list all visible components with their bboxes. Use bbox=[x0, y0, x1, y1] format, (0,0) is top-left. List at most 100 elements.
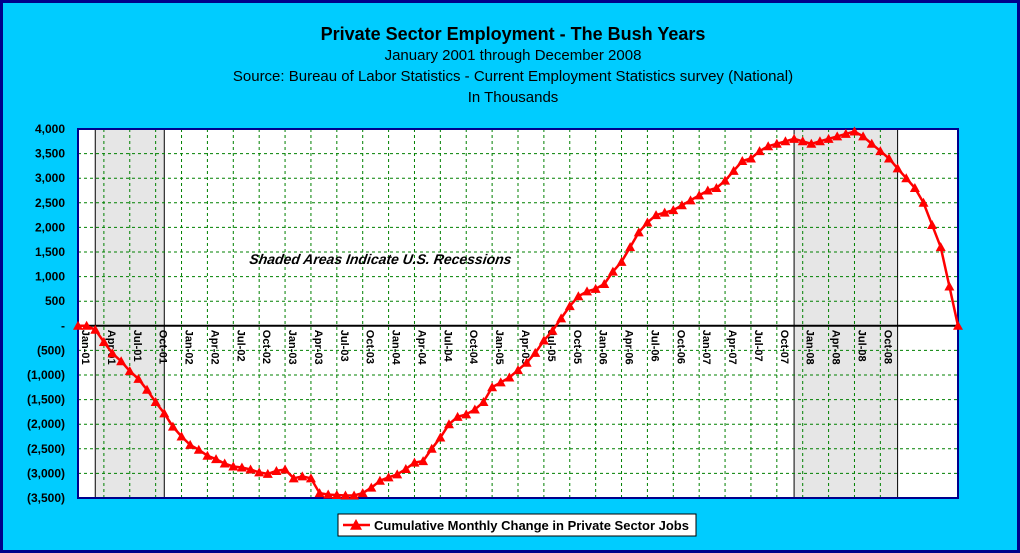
data-point bbox=[935, 242, 946, 252]
data-point bbox=[392, 469, 403, 479]
plot-border bbox=[77, 128, 959, 499]
data-point bbox=[504, 372, 515, 382]
x-tick-label: Oct-01 bbox=[157, 330, 169, 364]
data-point bbox=[271, 465, 282, 475]
data-point bbox=[167, 421, 178, 431]
y-tick-label: - bbox=[61, 319, 65, 333]
recession-shading bbox=[794, 129, 898, 498]
recession-note: Shaded Areas Indicate U.S. Recessions bbox=[248, 251, 512, 267]
x-tick-label: Jan-07 bbox=[700, 330, 712, 365]
y-tick-label: (1,000) bbox=[27, 368, 65, 382]
data-point bbox=[331, 490, 342, 500]
y-tick-label: (2,000) bbox=[27, 417, 65, 431]
y-tick-label: 1,000 bbox=[35, 270, 65, 284]
y-tick-label: 1,500 bbox=[35, 245, 65, 259]
data-point bbox=[366, 482, 377, 492]
x-tick-label: Jul-04 bbox=[441, 330, 453, 363]
data-point bbox=[245, 464, 256, 474]
data-point bbox=[254, 467, 265, 477]
data-point bbox=[297, 471, 308, 481]
data-point bbox=[185, 439, 196, 449]
y-tick-label: (500) bbox=[37, 343, 65, 357]
data-point bbox=[599, 278, 610, 288]
y-tick-label: 2,500 bbox=[35, 196, 65, 210]
data-point bbox=[478, 397, 489, 407]
data-point bbox=[875, 146, 886, 156]
x-tick-label: Apr-04 bbox=[415, 330, 427, 366]
chart-title: Private Sector Employment - The Bush Yea… bbox=[320, 24, 706, 44]
x-tick-label: Jan-03 bbox=[286, 330, 298, 365]
data-point bbox=[530, 347, 541, 357]
data-point bbox=[409, 457, 420, 467]
x-tick-label: Apr-07 bbox=[726, 330, 738, 365]
data-point bbox=[771, 138, 782, 148]
data-point bbox=[400, 463, 411, 473]
chart-subtitle-dates: January 2001 through December 2008 bbox=[384, 47, 642, 64]
data-point bbox=[944, 281, 955, 291]
data-point bbox=[81, 320, 92, 330]
data-point bbox=[676, 200, 687, 210]
data-point bbox=[883, 153, 894, 163]
data-point bbox=[374, 475, 385, 485]
data-point bbox=[668, 205, 679, 215]
data-point bbox=[443, 419, 454, 429]
data-point bbox=[340, 490, 351, 500]
x-tick-label: Oct-04 bbox=[467, 330, 479, 365]
data-point bbox=[452, 411, 463, 421]
x-tick-label: Oct-08 bbox=[881, 330, 893, 364]
data-point bbox=[892, 163, 903, 173]
x-tick-label: Jan-02 bbox=[183, 330, 195, 365]
data-point bbox=[745, 153, 756, 163]
y-tick-label: 2,000 bbox=[35, 220, 65, 234]
data-point bbox=[737, 155, 748, 165]
data-point bbox=[150, 397, 161, 407]
x-tick-label: Apr-02 bbox=[208, 330, 220, 365]
x-tick-label: Jan-05 bbox=[493, 330, 505, 365]
x-tick-label: Jan-08 bbox=[804, 330, 816, 365]
data-point bbox=[73, 320, 83, 330]
data-point bbox=[124, 366, 135, 376]
data-point bbox=[651, 210, 662, 220]
data-point bbox=[909, 183, 920, 193]
data-point bbox=[858, 131, 869, 141]
data-point bbox=[495, 377, 506, 387]
data-point bbox=[211, 454, 222, 464]
x-tick-label: Jul-02 bbox=[234, 330, 246, 362]
data-point bbox=[754, 146, 765, 156]
x-tick-label: Apr-08 bbox=[830, 330, 842, 365]
data-point bbox=[797, 136, 808, 146]
chart-subtitle-source: Source: Bureau of Labor Statistics - Cur… bbox=[232, 68, 794, 85]
y-tick-label: (3,500) bbox=[27, 491, 65, 505]
data-point bbox=[159, 408, 170, 418]
data-point bbox=[564, 301, 575, 311]
data-point bbox=[823, 133, 834, 143]
x-tick-label: Oct-07 bbox=[778, 330, 790, 364]
x-tick-label: Jul-08 bbox=[855, 330, 867, 362]
data-point bbox=[763, 141, 774, 151]
data-point bbox=[918, 197, 929, 207]
data-point bbox=[659, 207, 670, 217]
data-point bbox=[521, 357, 532, 367]
y-tick-label: 4,000 bbox=[35, 122, 65, 136]
data-point bbox=[840, 128, 851, 138]
data-point bbox=[357, 488, 368, 498]
data-point bbox=[927, 219, 938, 229]
data-point bbox=[262, 468, 273, 478]
x-tick-label: Jul-03 bbox=[338, 330, 350, 362]
y-tick-label: 3,500 bbox=[35, 147, 65, 161]
data-point bbox=[314, 488, 325, 498]
data-point bbox=[728, 165, 739, 175]
data-point bbox=[607, 266, 618, 276]
x-tick-label: Oct-05 bbox=[571, 330, 583, 364]
data-point bbox=[901, 173, 912, 183]
data-point bbox=[590, 283, 601, 293]
y-tick-label: (2,500) bbox=[27, 442, 65, 456]
data-point bbox=[90, 324, 101, 334]
data-point bbox=[573, 291, 584, 301]
data-point bbox=[953, 320, 963, 330]
data-point bbox=[142, 384, 153, 394]
x-tick-label: Oct-06 bbox=[674, 330, 686, 364]
data-point bbox=[487, 382, 498, 392]
data-point bbox=[176, 431, 187, 441]
